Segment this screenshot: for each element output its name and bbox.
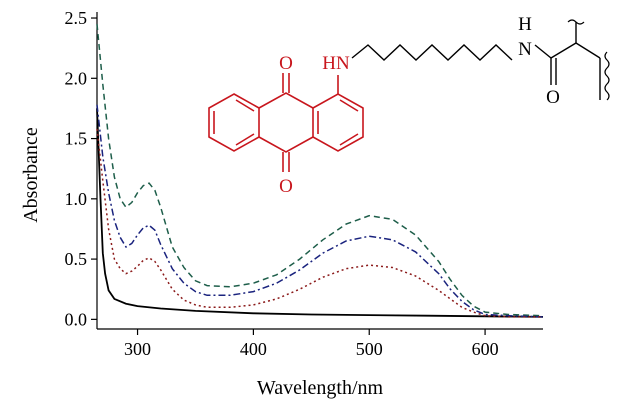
- series-line-dot: [96, 128, 543, 318]
- axis-ticks: 300 400 500 600 0.0 0.5 1.0 1.5 2.0 2.5: [65, 8, 499, 359]
- x-axis-label: Wavelength/nm: [257, 377, 384, 399]
- x-tick-label: 500: [356, 339, 383, 359]
- y-tick-label: 2.0: [65, 68, 88, 88]
- hexyl-chain: [351, 22, 601, 100]
- carbonyl-o-bottom: O: [279, 176, 293, 197]
- amine-nh-label: HN: [322, 53, 350, 74]
- x-tick-label: 300: [124, 339, 151, 359]
- y-tick-label: 0.5: [65, 249, 88, 269]
- amide-o-label: O: [546, 87, 560, 108]
- series-group: [96, 24, 544, 318]
- y-tick-label: 2.5: [65, 8, 88, 28]
- amide-h-label: H: [518, 14, 532, 35]
- y-tick-label: 1.0: [65, 189, 88, 209]
- y-tick-label: 0.0: [65, 309, 88, 329]
- wavy-break-side: [604, 51, 610, 101]
- series-line-dash: [96, 24, 544, 317]
- y-axis-label: Absorbance: [20, 127, 42, 223]
- carbonyl-o-top: O: [279, 53, 293, 74]
- x-tick-label: 400: [240, 339, 267, 359]
- amide-n-label: N: [518, 39, 532, 60]
- x-tick-label: 600: [472, 339, 499, 359]
- series-line-dash-dot: [96, 104, 544, 318]
- molecule-structure: O O HN H N O: [208, 14, 610, 197]
- wavy-break-top: [567, 19, 585, 25]
- anthraquinone-core: [208, 73, 364, 172]
- series-line-solid: [96, 108, 544, 318]
- y-tick-label: 1.5: [65, 129, 88, 149]
